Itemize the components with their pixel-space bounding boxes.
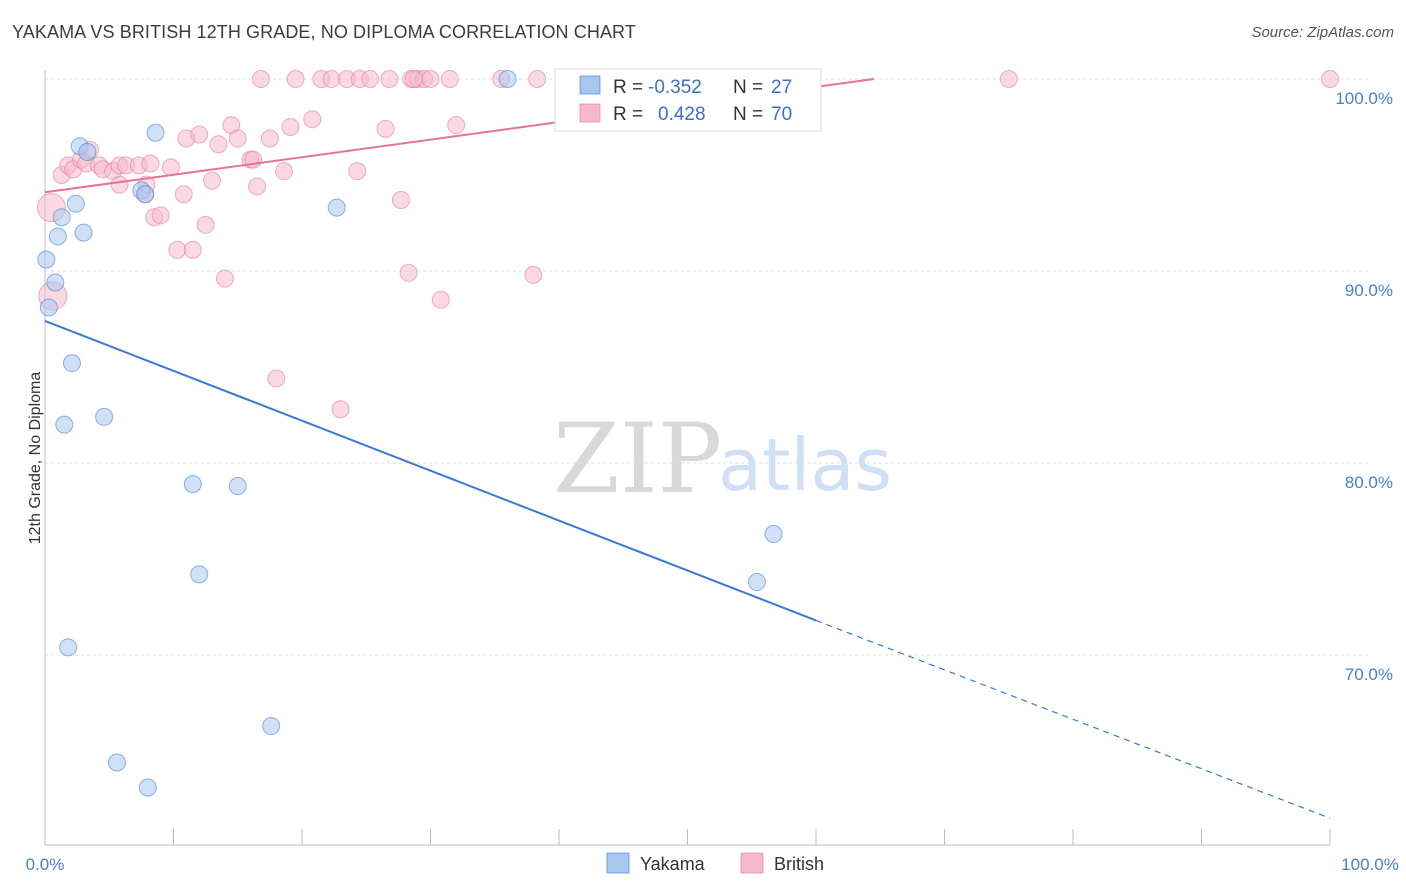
yakama-point-12 bbox=[95, 407, 114, 426]
british-point-58 bbox=[440, 70, 459, 88]
british-point-39 bbox=[281, 118, 300, 136]
series-legend-swatch-yakama bbox=[606, 852, 630, 874]
british-point-29 bbox=[215, 269, 234, 288]
y-tick-label-3: 100.0% bbox=[1335, 89, 1393, 108]
watermark-zip: ZIP bbox=[553, 403, 722, 515]
yakama-point-1 bbox=[39, 298, 58, 317]
british-point-48 bbox=[361, 70, 380, 88]
yakama-point-23 bbox=[498, 70, 517, 88]
source-label: Source: ZipAtlas.com bbox=[1251, 24, 1394, 41]
y-tick-label-0: 70.0% bbox=[1345, 665, 1393, 684]
british-point-26 bbox=[196, 215, 215, 234]
yakama-point-3 bbox=[48, 227, 67, 246]
yakama-points bbox=[37, 70, 783, 797]
yakama-point-22 bbox=[327, 198, 346, 217]
yakama-point-21 bbox=[262, 717, 281, 736]
british-point-46 bbox=[348, 162, 367, 181]
x-tick-label-min: 0.0% bbox=[26, 855, 65, 874]
yakama-point-8 bbox=[66, 194, 85, 213]
y-tick-label-2: 90.0% bbox=[1345, 281, 1393, 300]
legend-n-value-british: 70 bbox=[771, 104, 792, 125]
y-axis-label: 12th Grade, No Diploma bbox=[27, 372, 44, 545]
british-point-51 bbox=[391, 190, 410, 209]
british-point-52 bbox=[399, 263, 418, 282]
british-point-31 bbox=[228, 129, 247, 148]
british-point-69 bbox=[404, 70, 423, 88]
british-point-21 bbox=[168, 240, 187, 259]
stats-legend: R = -0.352 N = 27 R = 0.428 N = 70 bbox=[554, 68, 822, 132]
british-point-17 bbox=[141, 154, 160, 173]
series-legend: Yakama British bbox=[606, 852, 824, 874]
british-point-25 bbox=[190, 125, 209, 144]
british-point-34 bbox=[248, 177, 267, 196]
watermark-atlas: atlas bbox=[718, 423, 892, 507]
british-point-22 bbox=[174, 185, 193, 204]
british-point-40 bbox=[286, 70, 305, 88]
yakama-point-26 bbox=[764, 525, 783, 544]
legend-r-label-british: R = bbox=[613, 104, 643, 125]
yakama-point-11 bbox=[78, 142, 97, 161]
yakama-point-18 bbox=[183, 475, 202, 494]
british-point-27 bbox=[203, 171, 222, 190]
yakama-point-6 bbox=[59, 638, 78, 657]
british-point-38 bbox=[275, 162, 294, 181]
british-point-67 bbox=[999, 70, 1018, 88]
british-point-68 bbox=[1321, 70, 1339, 88]
yakama-point-7 bbox=[62, 354, 81, 373]
series-legend-label-yakama: Yakama bbox=[640, 854, 706, 874]
legend-n-value-yakama: 27 bbox=[771, 77, 792, 98]
british-point-19 bbox=[151, 206, 170, 225]
british-point-61 bbox=[524, 265, 543, 284]
chart-title: YAKAMA VS BRITISH 12TH GRADE, NO DIPLOMA… bbox=[12, 22, 636, 42]
yakama-trend-extension bbox=[815, 619, 1331, 819]
x-tick-label-max: 100.0% bbox=[1341, 855, 1399, 874]
british-point-28 bbox=[209, 135, 228, 154]
legend-r-value-yakama: -0.352 bbox=[648, 77, 702, 98]
british-point-41 bbox=[303, 110, 322, 129]
yakama-point-4 bbox=[52, 208, 71, 227]
legend-r-value-british: 0.428 bbox=[658, 104, 706, 125]
british-point-37 bbox=[267, 369, 286, 388]
british-point-36 bbox=[260, 129, 279, 148]
british-point-57 bbox=[431, 290, 450, 309]
yakama-point-5 bbox=[55, 415, 74, 434]
yakama-point-2 bbox=[46, 273, 65, 292]
yakama-point-20 bbox=[228, 477, 247, 496]
yakama-point-17 bbox=[146, 123, 165, 142]
yakama-point-25 bbox=[747, 573, 766, 592]
legend-swatch-yakama bbox=[579, 75, 601, 95]
series-legend-swatch-british bbox=[740, 852, 764, 874]
british-point-62 bbox=[528, 70, 547, 88]
yakama-trend-line bbox=[44, 319, 817, 622]
yakama-point-15 bbox=[136, 185, 155, 204]
yakama-point-19 bbox=[190, 565, 209, 584]
british-point-11 bbox=[110, 175, 129, 194]
yakama-point-13 bbox=[107, 753, 126, 772]
legend-r-label-yakama: R = bbox=[613, 77, 643, 98]
british-point-49 bbox=[380, 70, 399, 88]
x-ticks bbox=[44, 829, 1331, 845]
yakama-point-16 bbox=[138, 778, 157, 797]
british-point-43 bbox=[322, 70, 341, 88]
yakama-point-10 bbox=[74, 223, 93, 242]
british-point-59 bbox=[447, 116, 466, 135]
legend-swatch-british bbox=[579, 103, 601, 123]
british-point-50 bbox=[376, 119, 395, 138]
legend-n-label-british: N = bbox=[733, 104, 763, 125]
british-point-44 bbox=[331, 400, 350, 419]
series-legend-label-british: British bbox=[774, 854, 824, 874]
y-tick-labels: 70.0% 80.0% 90.0% 100.0% bbox=[1335, 89, 1393, 684]
yakama-point-0 bbox=[37, 250, 56, 269]
british-point-24 bbox=[183, 240, 202, 259]
y-tick-label-1: 80.0% bbox=[1345, 473, 1393, 492]
british-point-35 bbox=[251, 70, 270, 88]
british-point-56 bbox=[421, 70, 440, 88]
legend-n-label-yakama: N = bbox=[733, 77, 763, 98]
